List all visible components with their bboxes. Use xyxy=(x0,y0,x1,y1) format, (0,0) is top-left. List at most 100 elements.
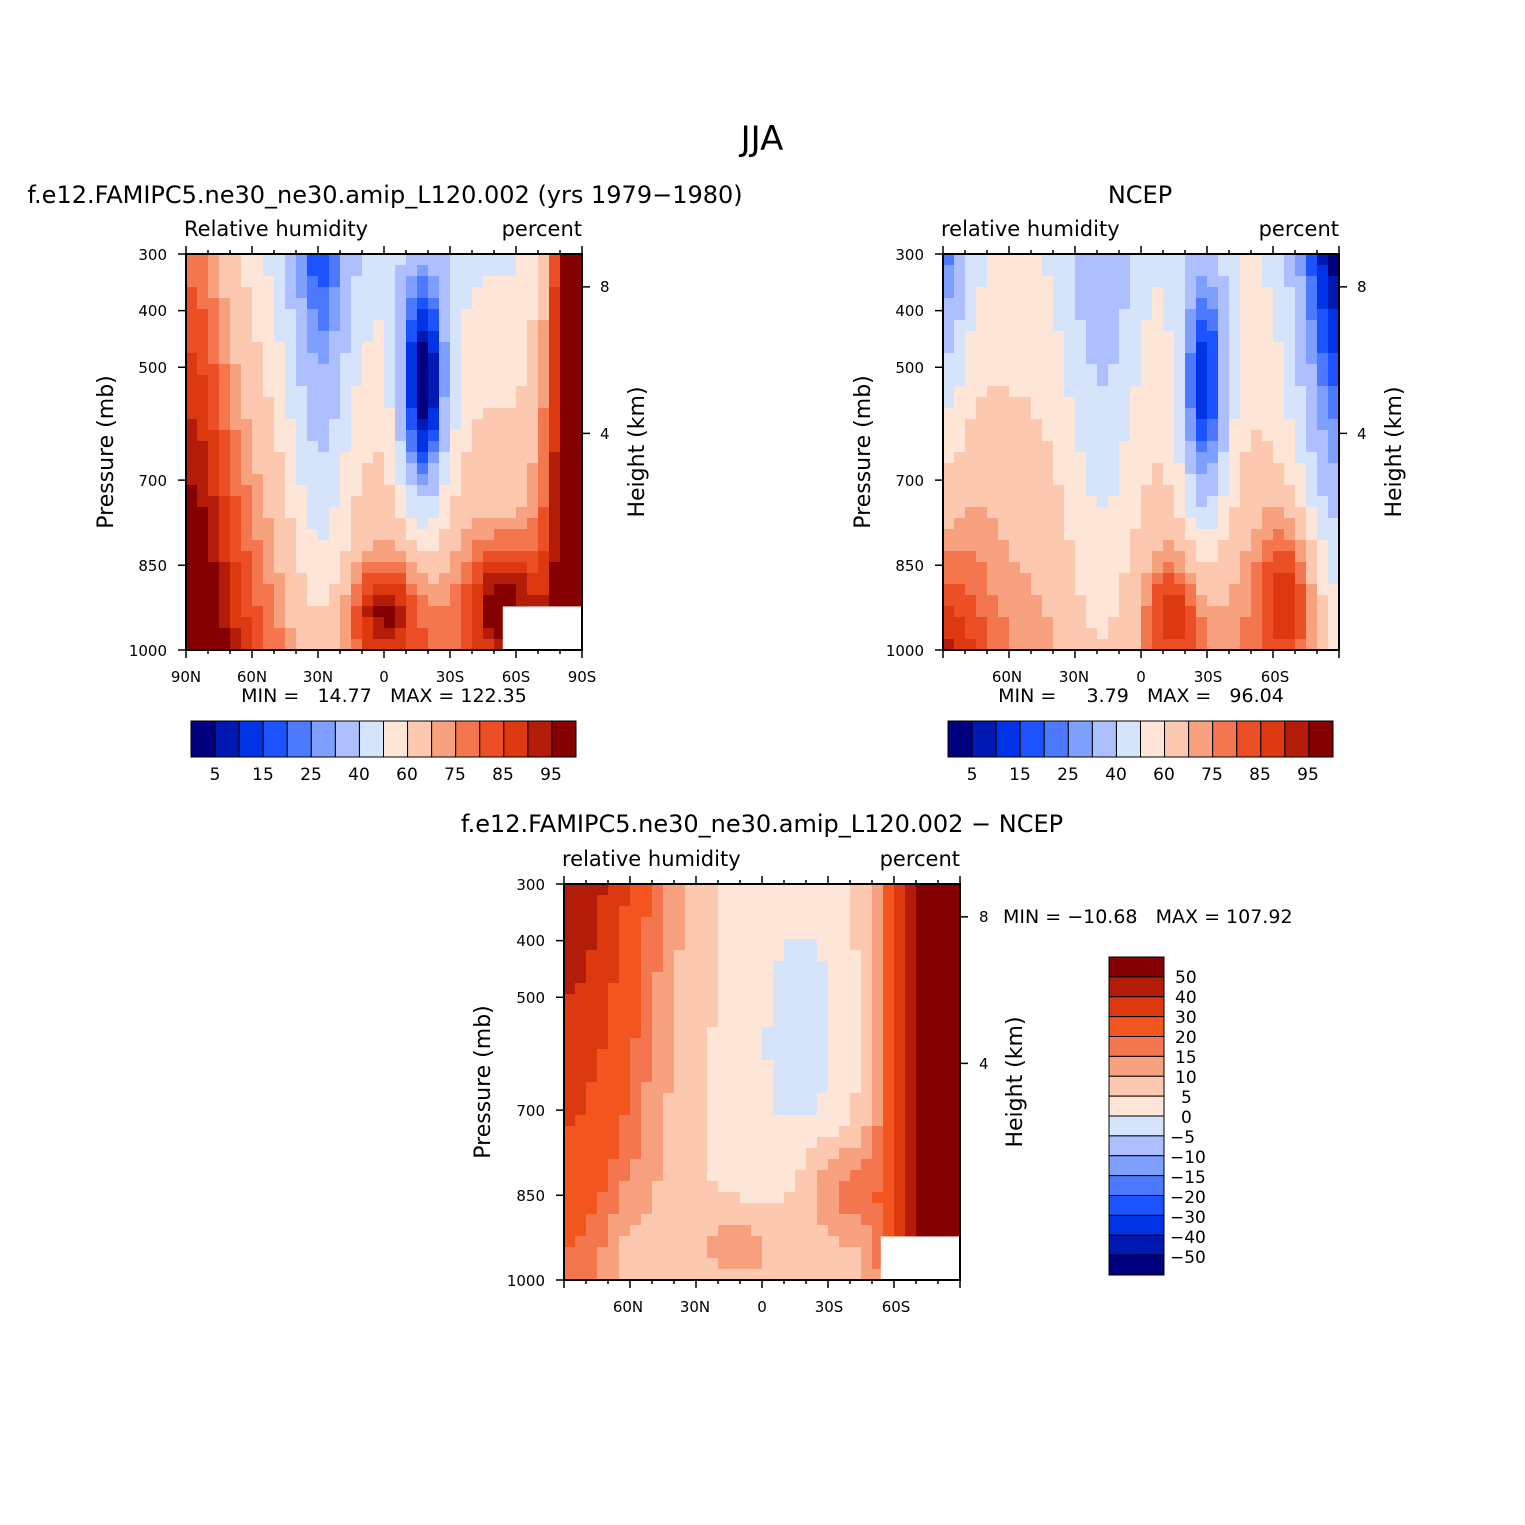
contour-cell xyxy=(861,1148,873,1160)
contour-cell xyxy=(1119,452,1131,464)
contour-cell xyxy=(949,1071,961,1083)
contour-cell xyxy=(1295,309,1307,321)
contour-cell xyxy=(916,1225,928,1237)
contour-cell xyxy=(784,917,796,929)
contour-cell xyxy=(1141,584,1153,596)
contour-cell xyxy=(1284,298,1296,310)
contour-cell xyxy=(340,397,352,409)
contour-cell xyxy=(219,507,231,519)
contour-cell xyxy=(1086,507,1098,519)
contour-cell xyxy=(1009,628,1021,640)
contour-cell xyxy=(406,375,418,387)
contour-cell xyxy=(619,1027,631,1039)
contour-cell xyxy=(1262,386,1274,398)
contour-cell xyxy=(685,1038,697,1050)
contour-cell xyxy=(630,1203,642,1215)
panel-difference-x-tick-30n: 30N xyxy=(680,1298,710,1316)
contour-cell xyxy=(1152,342,1164,354)
contour-cell xyxy=(1163,353,1175,365)
contour-cell xyxy=(417,606,429,618)
panel-difference-min-max: MIN = −10.68 MAX = 107.92 xyxy=(1003,906,1293,928)
contour-cell xyxy=(1295,518,1307,530)
contour-cell xyxy=(472,639,484,651)
contour-cell xyxy=(373,441,385,453)
contour-cell xyxy=(729,1016,741,1028)
contour-cell xyxy=(274,430,286,442)
contour-cell xyxy=(461,353,473,365)
contour-cell xyxy=(674,961,686,973)
contour-cell xyxy=(439,518,451,530)
contour-cell xyxy=(274,540,286,552)
contour-cell xyxy=(1097,342,1109,354)
contour-cell xyxy=(241,584,253,596)
contour-cell xyxy=(641,1203,653,1215)
contour-cell xyxy=(762,1258,774,1270)
contour-cell xyxy=(998,562,1010,574)
contour-cell xyxy=(230,254,242,266)
contour-cell xyxy=(197,342,209,354)
contour-cell xyxy=(373,529,385,541)
contour-cell xyxy=(494,507,506,519)
panel-model-y2-tick-8: 8 xyxy=(600,278,610,296)
contour-cell xyxy=(450,573,462,585)
contour-cell xyxy=(538,584,550,596)
contour-cell xyxy=(461,397,473,409)
contour-cell xyxy=(1119,287,1131,299)
contour-cell xyxy=(263,474,275,486)
contour-cell xyxy=(586,1236,598,1248)
contour-cell xyxy=(1163,562,1175,574)
contour-cell xyxy=(285,584,297,596)
contour-cell xyxy=(608,1060,620,1072)
contour-cell xyxy=(1251,496,1263,508)
contour-cell xyxy=(1086,408,1098,420)
contour-cell xyxy=(1042,386,1054,398)
contour-cell xyxy=(707,1148,719,1160)
contour-cell xyxy=(340,298,352,310)
contour-cell xyxy=(439,496,451,508)
contour-cell xyxy=(406,331,418,343)
contour-cell xyxy=(663,1082,675,1094)
contour-cell xyxy=(263,463,275,475)
contour-cell xyxy=(751,1016,763,1028)
contour-cell xyxy=(564,961,576,973)
contour-cell xyxy=(1185,276,1197,288)
contour-cell xyxy=(575,1049,587,1061)
contour-cell xyxy=(494,397,506,409)
contour-cell xyxy=(597,1016,609,1028)
contour-cell xyxy=(1163,573,1175,585)
contour-cell xyxy=(571,518,583,530)
contour-cell xyxy=(872,1148,884,1160)
contour-cell xyxy=(663,950,675,962)
contour-cell xyxy=(483,529,495,541)
contour-cell xyxy=(998,375,1010,387)
contour-cell xyxy=(630,1236,642,1248)
contour-cell xyxy=(1262,364,1274,376)
contour-cell xyxy=(1284,408,1296,420)
contour-cell xyxy=(1152,485,1164,497)
contour-cell xyxy=(674,1126,686,1138)
contour-cell xyxy=(586,1170,598,1182)
colorbar-swatch xyxy=(190,720,216,758)
contour-cell xyxy=(1108,364,1120,376)
contour-cell xyxy=(1207,628,1219,640)
contour-cell xyxy=(527,375,539,387)
contour-cell xyxy=(608,917,620,929)
contour-cell xyxy=(652,1148,664,1160)
contour-cell xyxy=(806,884,818,896)
contour-cell xyxy=(428,441,440,453)
contour-cell xyxy=(219,573,231,585)
contour-cell xyxy=(208,639,220,651)
contour-cell xyxy=(1185,496,1197,508)
contour-cell xyxy=(740,1247,752,1259)
contour-cell xyxy=(340,430,352,442)
contour-cell xyxy=(549,518,561,530)
contour-cell xyxy=(219,276,231,288)
contour-cell xyxy=(1306,287,1318,299)
contour-cell xyxy=(828,1170,840,1182)
contour-cell xyxy=(362,320,374,332)
contour-cell xyxy=(439,485,451,497)
contour-cell xyxy=(1207,639,1219,651)
contour-cell xyxy=(729,1170,741,1182)
contour-cell xyxy=(652,1093,664,1105)
contour-cell xyxy=(1251,309,1263,321)
